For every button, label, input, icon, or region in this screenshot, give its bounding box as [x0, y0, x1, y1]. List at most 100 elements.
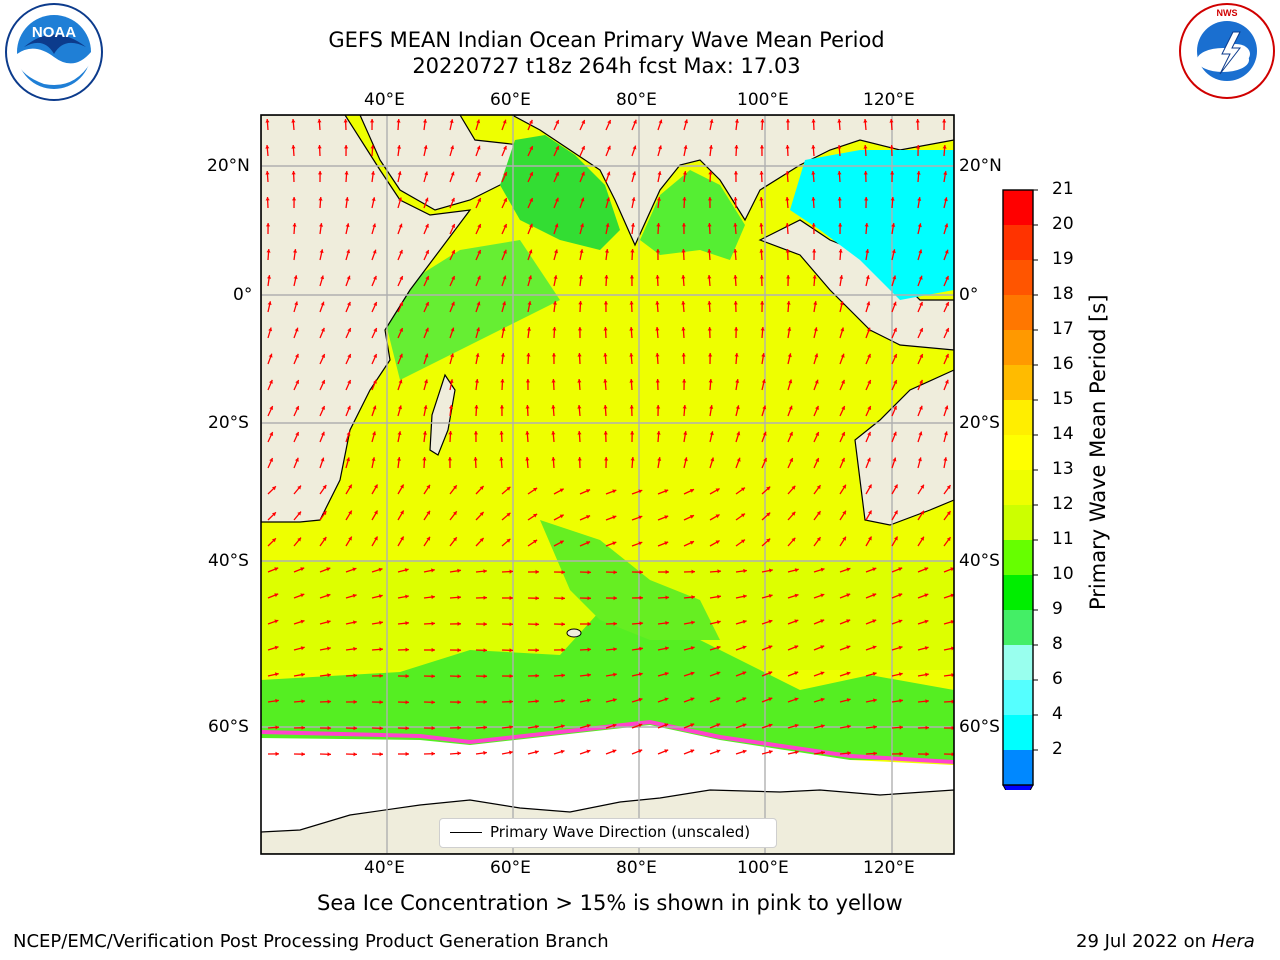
wave-arrow-head — [425, 276, 430, 280]
wave-arrow-head — [813, 301, 818, 305]
wave-arrow-head — [294, 327, 299, 332]
wave-arrow-head — [400, 510, 404, 515]
wave-arrow-head — [919, 354, 924, 358]
wave-arrow-head — [794, 671, 799, 676]
wave-arrow-head — [346, 431, 351, 436]
wave-arrow-head — [950, 593, 954, 598]
wave-arrow-head — [761, 379, 766, 384]
wave-arrow-head — [613, 570, 617, 575]
wave-arrow-head — [347, 380, 351, 384]
wave-arrow-head — [405, 594, 409, 599]
wave-arrow-head — [795, 750, 799, 755]
wave-arrow-head — [742, 697, 747, 702]
colorbar-tick-label: 16 — [1052, 354, 1074, 374]
wave-arrow-head — [865, 249, 870, 253]
arabian-sea — [500, 135, 620, 250]
wave-arrow-head — [683, 145, 688, 149]
wave-arrow-head — [710, 457, 715, 462]
wave-arrow-head — [561, 698, 565, 703]
wave-arrow-head — [371, 197, 376, 201]
wave-arrow-head — [453, 537, 457, 542]
wave-arrow-head — [736, 431, 741, 436]
wave-arrow-head — [768, 723, 773, 728]
wave-arrow-head — [717, 594, 721, 599]
wave-arrow-head — [295, 457, 299, 462]
wave-arrow-head — [951, 725, 954, 731]
noaa-logo: NOAA — [4, 2, 104, 102]
colorbar-bin — [1003, 470, 1033, 505]
wave-arrow-head — [552, 327, 557, 331]
wave-arrow-head — [863, 171, 868, 175]
wave-arrow-head — [785, 249, 790, 253]
wave-arrow-head — [503, 198, 508, 202]
wave-arrow-head — [326, 567, 331, 572]
wave-arrow-head — [942, 145, 947, 149]
colorbar-tick-label: 19 — [1052, 249, 1074, 269]
wave-arrow-head — [708, 171, 713, 175]
wave-arrow-head — [268, 327, 273, 332]
wave-arrow-head — [534, 750, 539, 755]
wave-arrow-head — [919, 301, 923, 306]
wave-arrow-head — [872, 671, 877, 676]
wave-arrow-head — [348, 536, 352, 541]
wave-arrow-head — [398, 405, 402, 410]
wave-arrow-head — [265, 145, 270, 149]
wave-arrow-head — [431, 700, 435, 705]
wave-arrow-head — [372, 405, 377, 410]
wave-arrow-head — [761, 353, 766, 357]
wave-arrow-head — [295, 432, 299, 436]
wave-arrow-head — [665, 621, 669, 626]
wave-arrow-head — [630, 223, 635, 227]
wave-arrow-head — [275, 725, 279, 730]
wave-arrow-head — [297, 485, 301, 490]
wave-arrow-head — [846, 619, 851, 624]
wave-arrow-head — [734, 119, 739, 123]
wave-arrow-head — [457, 725, 461, 730]
wave-arrow-head — [300, 619, 305, 624]
wave-arrow-head — [716, 645, 721, 650]
wave-arrow-head — [322, 537, 327, 541]
colorbar-tick-label: 21 — [1052, 179, 1074, 199]
wave-arrow-head — [431, 674, 435, 679]
wave-arrow-head — [681, 353, 686, 357]
footer-right: 29 Jul 2022 on Hera — [1076, 931, 1255, 952]
wave-arrow-head — [917, 197, 922, 201]
wave-arrow-head — [820, 645, 825, 650]
wave-arrow-head — [681, 275, 686, 279]
wave-arrow-head — [423, 405, 428, 409]
wave-arrow-head — [812, 249, 817, 253]
wave-arrow-head — [785, 119, 790, 123]
wave-arrow-head — [370, 119, 375, 123]
wave-arrow-head — [449, 379, 454, 383]
wave-arrow-head — [838, 249, 843, 253]
wave-arrow-head — [760, 301, 765, 305]
wave-arrow-head — [734, 145, 739, 149]
wave-arrow-head — [899, 698, 903, 703]
wave-arrow-head — [606, 197, 610, 202]
wave-arrow-head — [577, 431, 582, 435]
wave-arrow-head — [291, 145, 296, 149]
wave-arrow-head — [709, 431, 714, 436]
wave-arrow-head — [301, 725, 305, 730]
wave-arrow-head — [707, 275, 712, 279]
wave-arrow-head — [607, 120, 611, 124]
wave-arrow-head — [346, 275, 351, 280]
lat-label-right-40s: 40°S — [959, 551, 1000, 571]
wave-arrow-head — [327, 673, 331, 678]
wave-arrow-head — [483, 699, 487, 704]
wave-arrow-head — [768, 594, 773, 598]
wave-arrow-head — [604, 275, 609, 279]
colorbar-bin — [1003, 190, 1033, 225]
wave-arrow-head — [716, 749, 721, 754]
wave-arrow-head — [943, 197, 948, 202]
wave-arrow-head — [529, 146, 533, 150]
wave-arrow-head — [297, 537, 301, 542]
wave-arrow-head — [604, 249, 609, 253]
wave-arrow-head — [327, 699, 331, 704]
wave-arrow-head — [863, 145, 868, 149]
wave-arrow-head — [681, 223, 686, 227]
wave-arrow-head — [347, 328, 351, 332]
wave-arrow-head — [766, 486, 771, 491]
wave-arrow-head — [612, 749, 617, 754]
wave-arrow-head — [918, 405, 923, 410]
